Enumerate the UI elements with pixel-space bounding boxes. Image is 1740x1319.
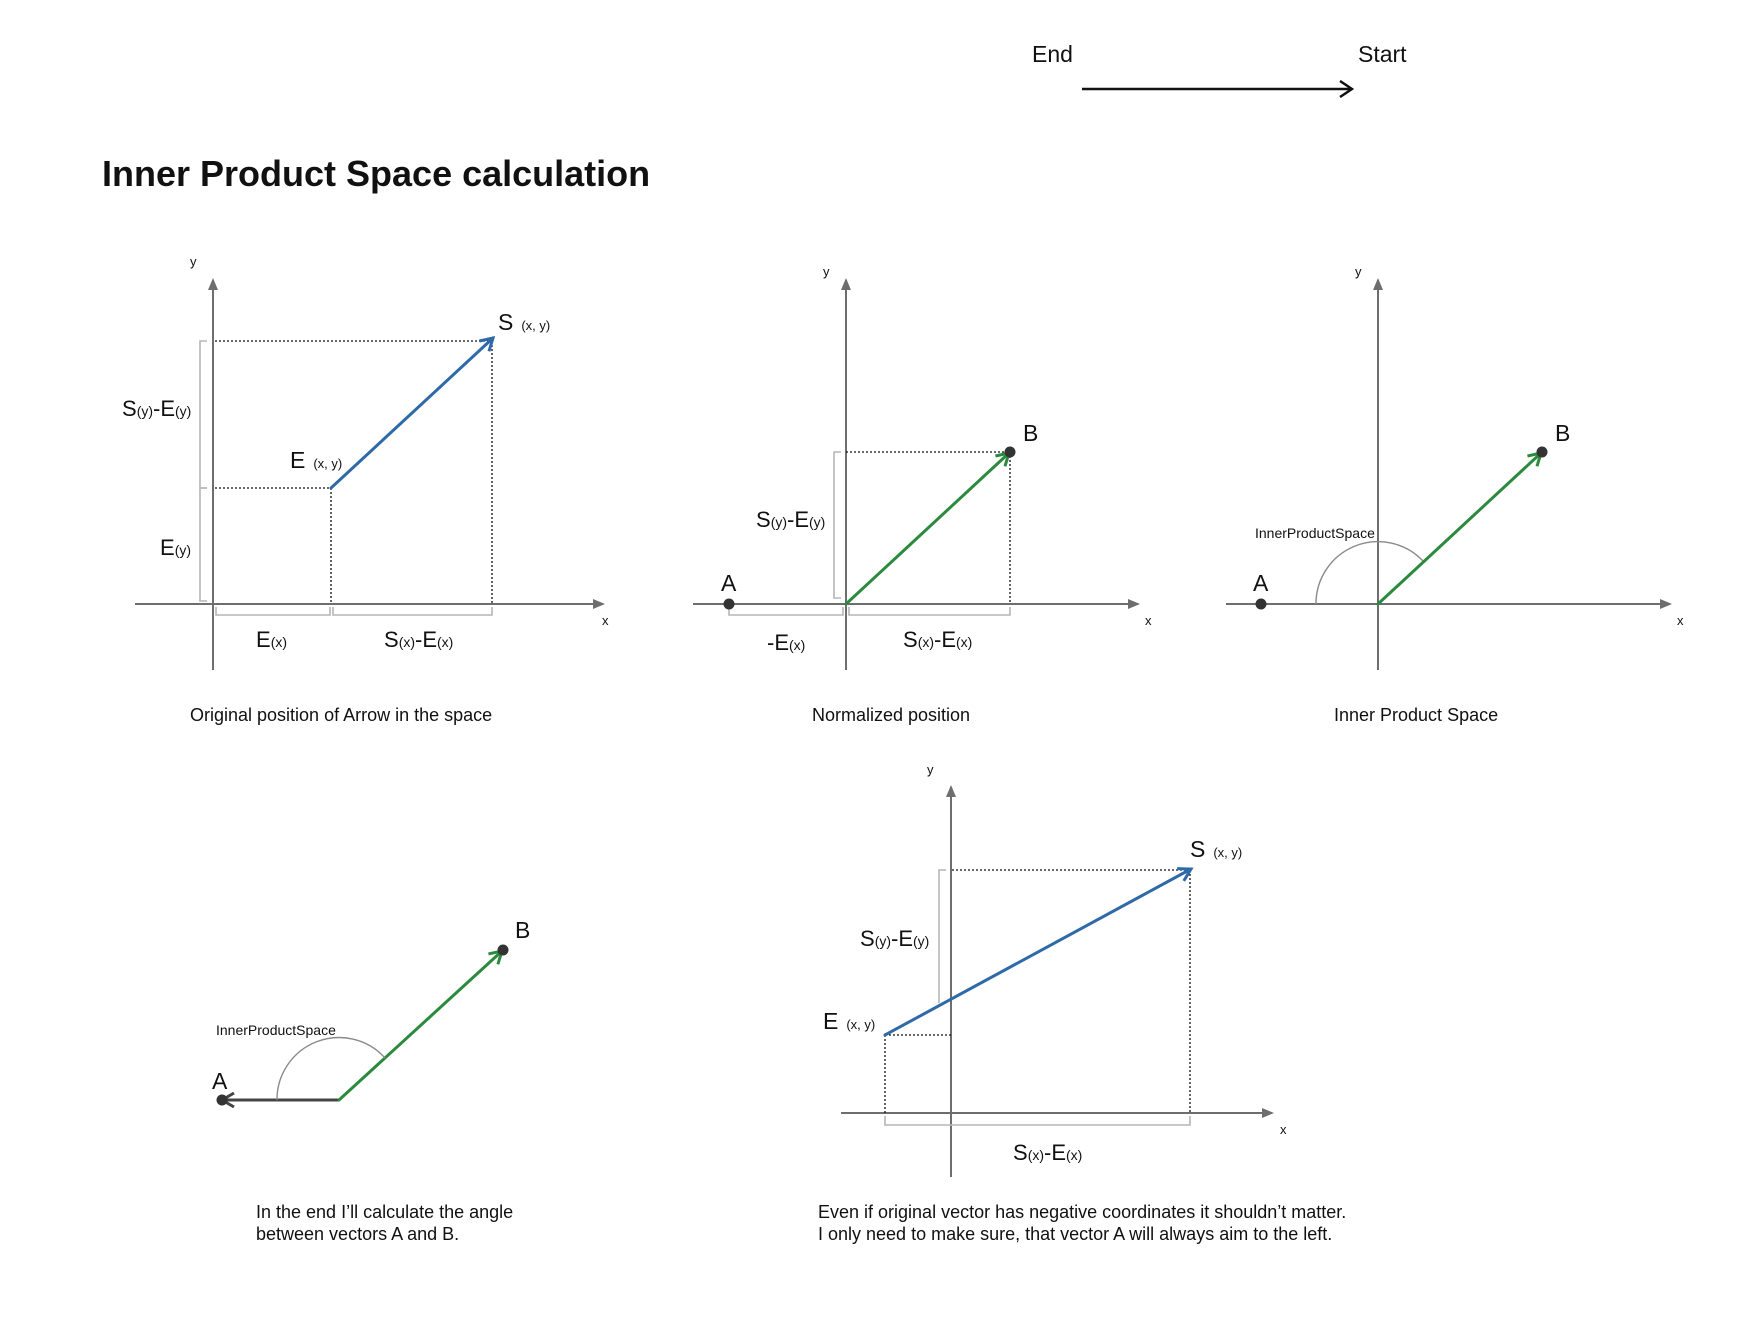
point-a-dot	[723, 598, 735, 610]
y-axis-label: y	[1355, 264, 1362, 279]
caption-angle-line-1: In the end I’ll calculate the angle	[256, 1202, 513, 1222]
point-b-dot	[1004, 446, 1016, 458]
caption-inner-product-space: Inner Product Space	[1334, 705, 1498, 725]
point-a-dot	[1255, 598, 1267, 610]
caption-negative-line-1: Even if original vector has negative coo…	[818, 1202, 1346, 1222]
ey-label: E(y)	[160, 535, 191, 560]
brace-neg-ex	[728, 607, 844, 616]
angle-arc	[1315, 540, 1424, 605]
panel-inner-product-space: y x InnerProductSpace B A Inner Product …	[1226, 264, 1684, 725]
ex-label: E(x)	[256, 627, 287, 652]
angle-arc	[276, 1036, 386, 1101]
legend-start-label: Start	[1358, 41, 1407, 67]
y-axis-label: y	[823, 264, 830, 279]
brace-ey	[199, 487, 207, 602]
caption-original-position: Original position of Arrow in the space	[190, 705, 492, 725]
brace-sy-ey	[833, 451, 841, 599]
original-vector-arrow	[329, 335, 496, 490]
brace-sx-ex	[332, 607, 493, 616]
vector-b-arrow	[337, 948, 505, 1102]
caption-angle-line-2: between vectors A and B.	[256, 1224, 459, 1244]
point-b-label: B	[1555, 420, 1570, 446]
start-point-label: S (x, y)	[498, 309, 550, 335]
point-b-dot	[1536, 446, 1548, 458]
point-a-label: A	[721, 570, 737, 596]
brace-sx-ex	[848, 607, 1011, 616]
angle-label: InnerProductSpace	[216, 1022, 336, 1038]
sy-ey-label: S(y)-E(y)	[122, 396, 191, 421]
caption-normalized-position: Normalized position	[812, 705, 970, 725]
start-point-label: S (x, y)	[1190, 836, 1242, 862]
angle-label: InnerProductSpace	[1255, 525, 1375, 541]
point-b-dot	[497, 944, 509, 956]
sy-ey-label: S(y)-E(y)	[756, 507, 825, 532]
normalized-vector-arrow	[844, 450, 1012, 606]
panel-negative-coordinates: y x S (x, y) E (x, y) S(y)-E(y) S(x)-E(x) …	[818, 762, 1346, 1244]
original-vector-arrow	[883, 867, 1194, 1037]
neg-ex-label: -E(x)	[767, 630, 805, 655]
brace-sy-ey	[938, 869, 946, 1003]
x-axis-label: x	[1145, 613, 1152, 628]
point-a-label: A	[212, 1068, 228, 1094]
end-point-label: E (x, y)	[823, 1008, 875, 1034]
sx-ex-label: S(x)-E(x)	[903, 627, 972, 652]
point-a-label: A	[1253, 570, 1269, 596]
normalized-vector-arrow	[1376, 450, 1544, 606]
x-axis-label: x	[602, 613, 609, 628]
brace-ex	[215, 607, 331, 616]
legend-end-label: End	[1032, 41, 1073, 67]
y-axis-label: y	[927, 762, 934, 777]
point-b-label: B	[515, 917, 530, 943]
sy-ey-label: S(y)-E(y)	[860, 926, 929, 951]
brace-sy-ey	[199, 340, 207, 489]
panel-original-position: y x S (x, y) E (x, y) S(y)-E(y) E(y) E(x) …	[122, 254, 609, 725]
end-point-label: E (x, y)	[290, 447, 342, 473]
page-title: Inner Product Space calculation	[102, 153, 650, 194]
panel-normalized-position: y x B A S(y)-E(y) -E(x) S(x)-E(x) Normal…	[693, 264, 1152, 725]
y-axis-label: y	[190, 254, 197, 269]
legend: End Start	[1032, 41, 1407, 89]
point-a-dot	[216, 1094, 228, 1106]
point-b-label: B	[1023, 420, 1038, 446]
caption-negative-line-2: I only need to make sure, that vector A …	[818, 1224, 1332, 1244]
x-axis-label: x	[1280, 1122, 1287, 1137]
brace-sx-ex	[884, 1116, 1191, 1126]
x-axis-label: x	[1677, 613, 1684, 628]
sx-ex-label: S(x)-E(x)	[1013, 1140, 1082, 1165]
panel-angle-calculation: InnerProductSpace B A In the end I’ll ca…	[212, 917, 530, 1244]
sx-ex-label: S(x)-E(x)	[384, 627, 453, 652]
